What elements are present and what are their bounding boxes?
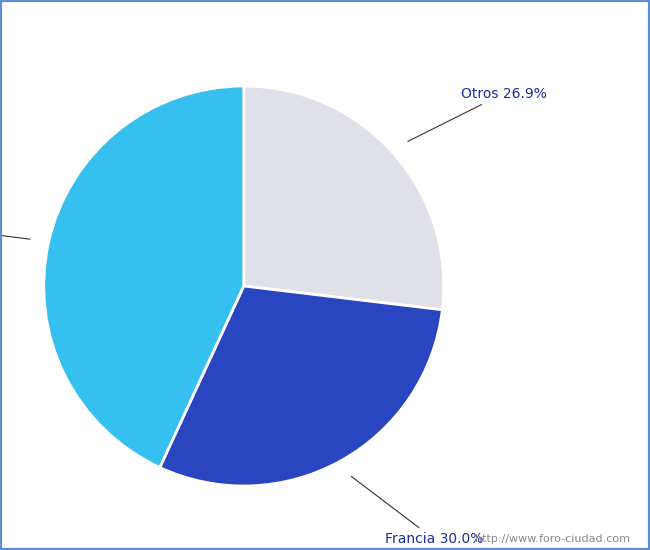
Text: Portugal 43.1%: Portugal 43.1%	[0, 217, 30, 239]
Wedge shape	[160, 286, 443, 486]
Wedge shape	[244, 86, 444, 310]
Text: Otros 26.9%: Otros 26.9%	[408, 86, 547, 141]
Text: Francia 30.0%: Francia 30.0%	[351, 476, 484, 546]
Wedge shape	[44, 86, 244, 468]
Text: http://www.foro-ciudad.com: http://www.foro-ciudad.com	[476, 535, 630, 544]
Text: Villaldemiro - Turistas extranjeros según país - Abril de 2024: Villaldemiro - Turistas extranjeros segú…	[94, 29, 556, 45]
